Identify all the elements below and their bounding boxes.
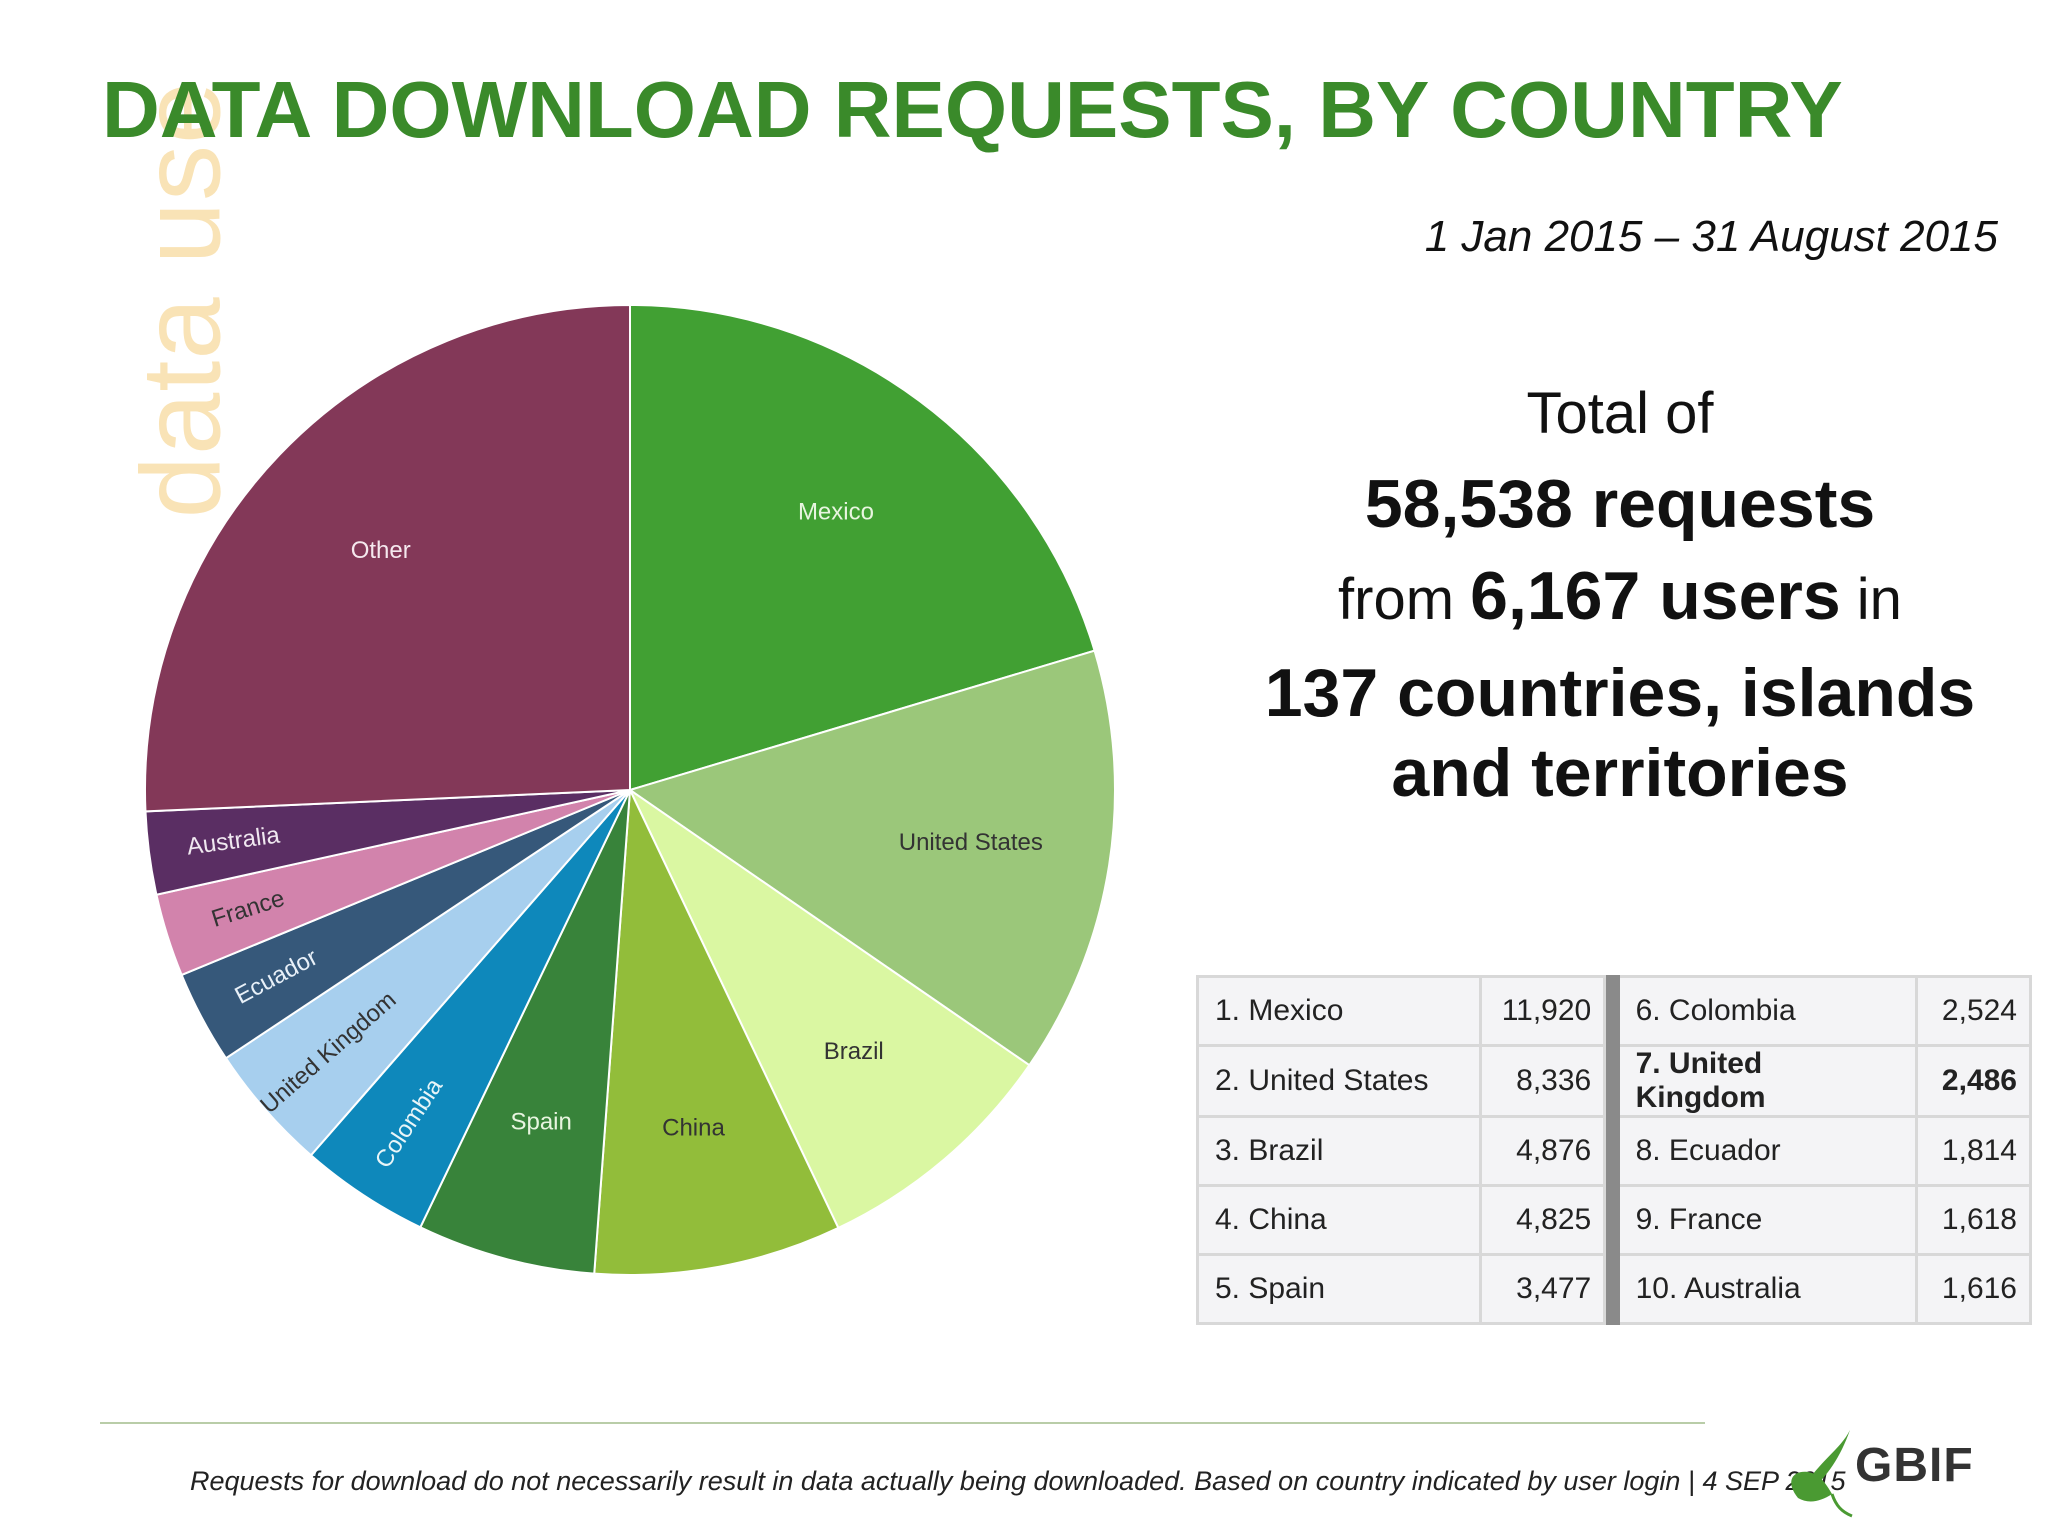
pie-label-brazil: Brazil: [824, 1038, 884, 1065]
pie-label-united-states: United States: [899, 829, 1043, 856]
table-cell-value: 2,524: [1914, 975, 2033, 1047]
summary-countries-a: 137 countries, islands: [1264, 655, 1976, 731]
table-cell-label: 10. Australia: [1616, 1253, 1918, 1325]
table-cell-label: 5. Spain: [1196, 1253, 1482, 1325]
table-cell-value: 8,336: [1478, 1044, 1607, 1118]
table-separator: [1603, 975, 1620, 1047]
table-cell-label: 6. Colombia: [1616, 975, 1918, 1047]
table-row: 3. Brazil 4,876 8. Ecuador 1,814: [1196, 1115, 2033, 1187]
table-row: 1. Mexico 11,920 6. Colombia 2,524: [1196, 975, 2033, 1047]
table-row: 2. United States 8,336 7. United Kingdom…: [1196, 1044, 2033, 1118]
pie-label-mexico: Mexico: [798, 499, 874, 526]
summary-users-prefix: from: [1338, 567, 1455, 632]
table-cell-label: 3. Brazil: [1196, 1115, 1482, 1187]
table-cell-label: 8. Ecuador: [1616, 1115, 1918, 1187]
pie-slice-other: [144, 303, 631, 813]
summary-users-suffix: in: [1856, 567, 1902, 632]
table-cell-value: 2,486: [1914, 1044, 2033, 1118]
table-cell-value: 4,825: [1478, 1184, 1607, 1256]
table-cell-value: 11,920: [1478, 975, 1607, 1047]
table-cell-value: 3,477: [1478, 1253, 1607, 1325]
footnote: Requests for download do not necessarily…: [190, 1466, 1846, 1496]
pie-label-spain: Spain: [510, 1109, 571, 1136]
table-cell-value: 4,876: [1478, 1115, 1607, 1187]
summary: Total of 58,538 requests from 6,167 user…: [1210, 380, 2030, 813]
table-cell-value: 1,814: [1914, 1115, 2033, 1187]
pie-chart-container: Mexico United States Brazil China Spain Colom…: [140, 300, 1120, 1280]
table-cell-label: 1. Mexico: [1196, 975, 1482, 1047]
gbif-logo-text: GBIF: [1855, 1439, 1974, 1492]
summary-users: from 6,167 users in: [1210, 557, 2030, 635]
pie-slice-mexico: [629, 303, 1096, 792]
pie-slice-united-states: [627, 649, 1116, 1067]
table-cell-value: 1,616: [1914, 1253, 2033, 1325]
table-cell-label: 2. United States: [1196, 1044, 1482, 1118]
summary-line1: Total of: [1526, 381, 1714, 446]
table-separator: [1603, 1253, 1620, 1325]
leaf-icon: [1791, 1430, 1853, 1518]
table-row: 4. China 4,825 9. France 1,618: [1196, 1184, 2033, 1256]
pie-label-other: Other: [351, 537, 411, 564]
ranking-table: 1. Mexico 11,920 6. Colombia 2,524 2. Un…: [1196, 975, 2033, 1325]
pie-slice-brazil: [627, 787, 1031, 1230]
pie-slice-spain: [418, 789, 631, 1275]
table-cell-label: 7. United Kingdom: [1616, 1044, 1918, 1118]
summary-users-count: 6,167 users: [1470, 558, 1841, 634]
date-range: 1 Jan 2015 – 31 August 2015: [1424, 212, 1998, 261]
summary-countries-b: and territories: [1391, 735, 1849, 811]
pie-label-china: China: [662, 1114, 725, 1141]
table-separator: [1603, 1184, 1620, 1256]
table-separator: [1603, 1115, 1620, 1187]
table-row: 5. Spain 3,477 10. Australia 1,616: [1196, 1253, 2033, 1325]
page-title: DATA DOWNLOAD REQUESTS, BY COUNTRY: [102, 65, 1843, 154]
pie-slice-china: [593, 786, 840, 1276]
table-cell-value: 1,618: [1914, 1184, 2033, 1256]
table-separator: [1603, 1044, 1620, 1118]
table-cell-label: 4. China: [1196, 1184, 1482, 1256]
table-cell-label: 9. France: [1616, 1184, 1918, 1256]
summary-requests: 58,538 requests: [1364, 466, 1876, 542]
footer-divider: [100, 1422, 1705, 1424]
